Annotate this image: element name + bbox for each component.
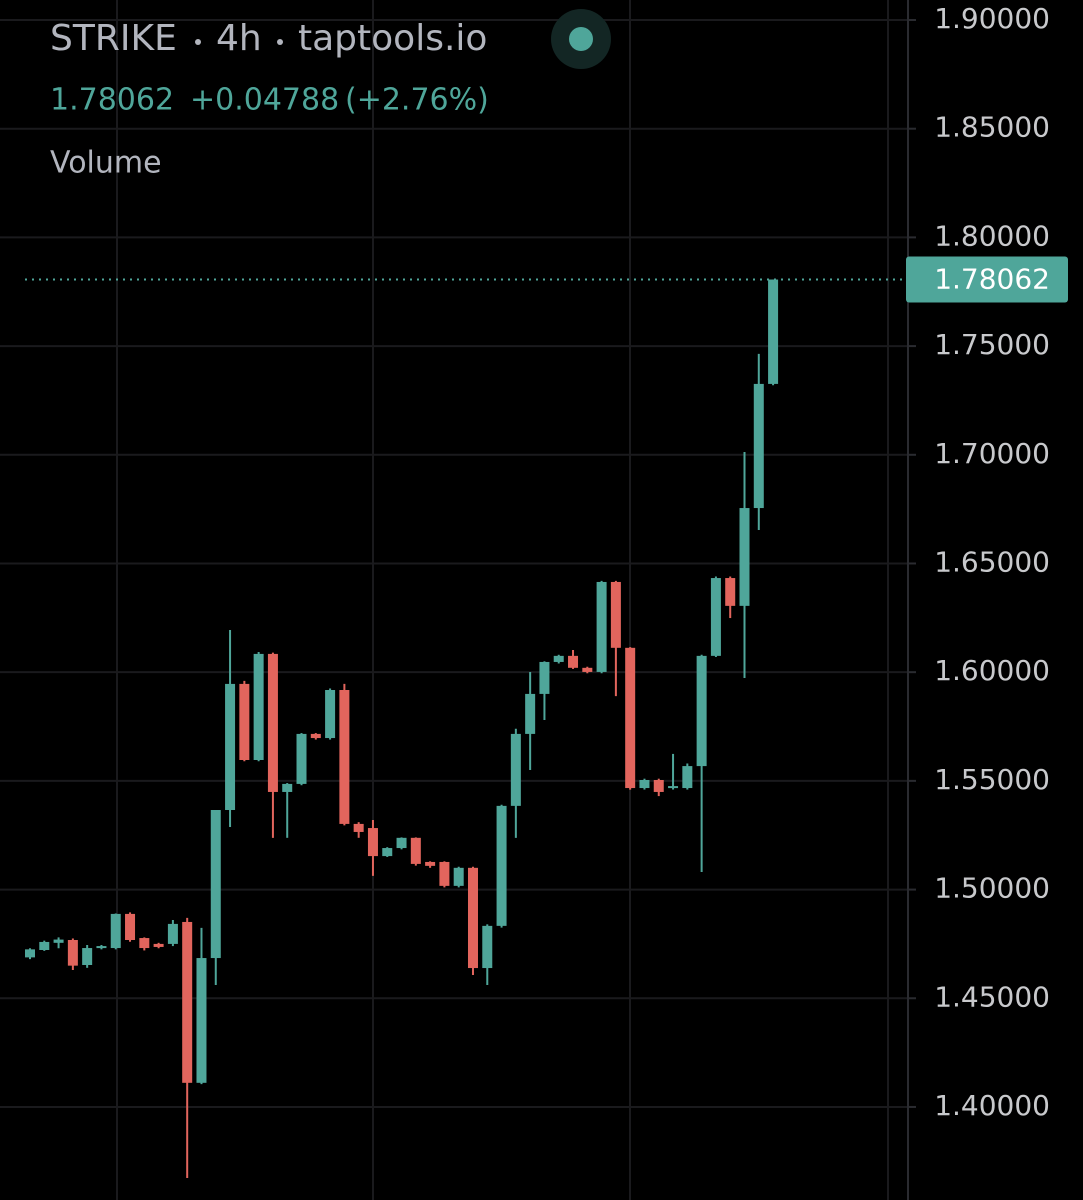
candle-body xyxy=(753,383,764,509)
separator xyxy=(277,39,283,45)
candle-body xyxy=(453,867,464,886)
last-price: 1.78062 xyxy=(50,83,174,118)
y-tick-label: 1.65000 xyxy=(934,545,1050,578)
candle-body xyxy=(596,581,607,672)
price-change: +0.04788 xyxy=(190,83,339,118)
candle-body xyxy=(682,766,693,789)
y-tick-label: 1.90000 xyxy=(934,2,1050,35)
candle-body xyxy=(267,653,278,792)
candle-body xyxy=(610,581,621,648)
candle-body xyxy=(553,655,564,662)
candle-body xyxy=(282,783,293,792)
y-tick-label: 1.80000 xyxy=(934,219,1050,252)
candle-body xyxy=(39,941,50,950)
candle-body xyxy=(696,655,707,767)
candle-body xyxy=(182,921,193,1083)
candle-body xyxy=(96,946,107,949)
candle-body xyxy=(653,780,664,792)
indicator-label: Volume xyxy=(50,146,162,181)
candle-body xyxy=(382,848,393,857)
interval: 4h xyxy=(216,18,262,59)
y-tick-label: 1.45000 xyxy=(934,980,1050,1013)
candle-body xyxy=(239,683,250,760)
candle-body xyxy=(439,861,450,886)
candle-body xyxy=(396,837,407,849)
y-tick-label: 1.70000 xyxy=(934,437,1050,470)
candle-body xyxy=(568,655,579,668)
candle-body xyxy=(668,786,679,789)
candle-body xyxy=(410,837,421,864)
candle-body xyxy=(253,653,264,760)
candle-body xyxy=(367,828,378,857)
candles xyxy=(25,279,779,1179)
last-price-tag xyxy=(906,256,1068,303)
last-price-tag-label: 1.78062 xyxy=(934,263,1050,296)
price-change-pct: (+2.76%) xyxy=(345,83,489,118)
candle-body xyxy=(539,661,550,694)
candle-body xyxy=(82,948,93,965)
candle-body xyxy=(710,578,721,656)
candle-body xyxy=(310,733,321,739)
candle-body xyxy=(525,693,536,734)
candle-body xyxy=(167,923,178,944)
candle-body xyxy=(639,780,650,789)
candle-body xyxy=(67,940,78,966)
candle-body xyxy=(582,667,593,672)
candle-body xyxy=(467,867,478,969)
candle-body xyxy=(625,647,636,789)
candle-body xyxy=(325,690,336,739)
status-dot xyxy=(569,27,593,51)
candle-body xyxy=(725,578,736,606)
candle-body xyxy=(225,683,236,810)
candle-body xyxy=(296,733,307,784)
candle-body xyxy=(353,823,364,832)
candle-body xyxy=(339,690,350,824)
candle-body xyxy=(196,958,207,1083)
grid xyxy=(0,0,908,1200)
candle-body xyxy=(425,861,436,866)
candle-body xyxy=(739,508,750,606)
candle-body xyxy=(768,279,779,384)
candle-body xyxy=(125,913,136,940)
candle-body xyxy=(110,913,121,949)
source: taptools.io xyxy=(298,18,487,59)
y-tick-label: 1.50000 xyxy=(934,872,1050,905)
symbol: STRIKE xyxy=(50,18,177,59)
y-tick-label: 1.40000 xyxy=(934,1089,1050,1122)
candle-body xyxy=(496,805,507,926)
candle-body xyxy=(139,938,150,949)
y-tick-label: 1.75000 xyxy=(934,328,1050,361)
separator xyxy=(195,39,201,45)
y-tick-label: 1.60000 xyxy=(934,654,1050,687)
candle-body xyxy=(25,949,35,958)
candle-body xyxy=(510,733,521,806)
candle-body xyxy=(153,943,164,947)
candle-body xyxy=(53,939,64,943)
y-tick-label: 1.85000 xyxy=(934,111,1050,144)
candle-body xyxy=(482,925,493,969)
candle-body xyxy=(210,810,221,959)
legend-header: STRIKE 4h taptools.io 1.78062 +0.04788 (… xyxy=(50,9,611,181)
y-tick-label: 1.55000 xyxy=(934,763,1050,796)
